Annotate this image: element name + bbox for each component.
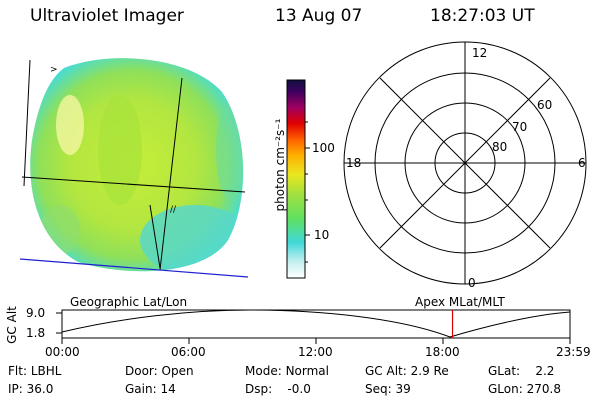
mlt-label-0: 0	[468, 276, 476, 290]
status-gc-alt: GC Alt: 2.9 Re	[365, 364, 449, 378]
time-tick-2359: 23:59	[556, 345, 591, 359]
lat-label-80: 80	[492, 140, 508, 154]
uv-disk-image: > //	[19, 58, 249, 278]
gc-alt-axis-label: GC Alt	[5, 306, 19, 344]
time-tick-1200: 12:00	[298, 345, 333, 359]
alt-tick-high: 9.0	[26, 306, 46, 320]
status-mode: Mode: Normal	[245, 364, 329, 378]
geographic-label: Geographic Lat/Lon	[70, 295, 188, 309]
mlt-label-6: 6	[578, 156, 586, 170]
time-tick-0000: 00:00	[45, 345, 80, 359]
colorbar-tick-10: 10	[314, 228, 330, 242]
colorbar-unit-label: photon cm⁻²s⁻¹	[273, 118, 287, 212]
status-door: Door: Open	[125, 364, 194, 378]
status-seq: Seq: 39	[365, 382, 411, 396]
status-gain: Gain: 14	[125, 382, 176, 396]
date-label: 13 Aug 07	[275, 6, 363, 26]
time-tick-1800: 18:00	[425, 345, 460, 359]
altitude-plot	[56, 309, 571, 344]
svg-text:>: >	[50, 65, 58, 75]
status-dsp: Dsp: -0.0	[245, 382, 311, 396]
svg-text://: //	[170, 205, 177, 215]
alt-tick-low: 1.8	[26, 326, 46, 340]
mlt-label-18: 18	[346, 156, 362, 170]
mlt-label-12: 12	[472, 46, 488, 60]
status-ip: IP: 36.0	[8, 382, 54, 396]
status-glon: GLon: 270.8	[488, 382, 561, 396]
polar-plot	[343, 41, 587, 285]
colorbar-tick-100: 100	[312, 141, 335, 155]
lat-label-70: 70	[512, 120, 528, 134]
instrument-title: Ultraviolet Imager	[30, 6, 184, 26]
time-label: 18:27:03 UT	[430, 6, 535, 26]
status-flt: Flt: LBHL	[8, 364, 62, 378]
apex-label: Apex MLat/MLT	[415, 295, 505, 309]
lat-label-60: 60	[537, 98, 553, 112]
time-tick-0600: 06:00	[171, 345, 206, 359]
color-bar	[286, 79, 310, 279]
status-glat: GLat: 2.2	[488, 364, 555, 378]
